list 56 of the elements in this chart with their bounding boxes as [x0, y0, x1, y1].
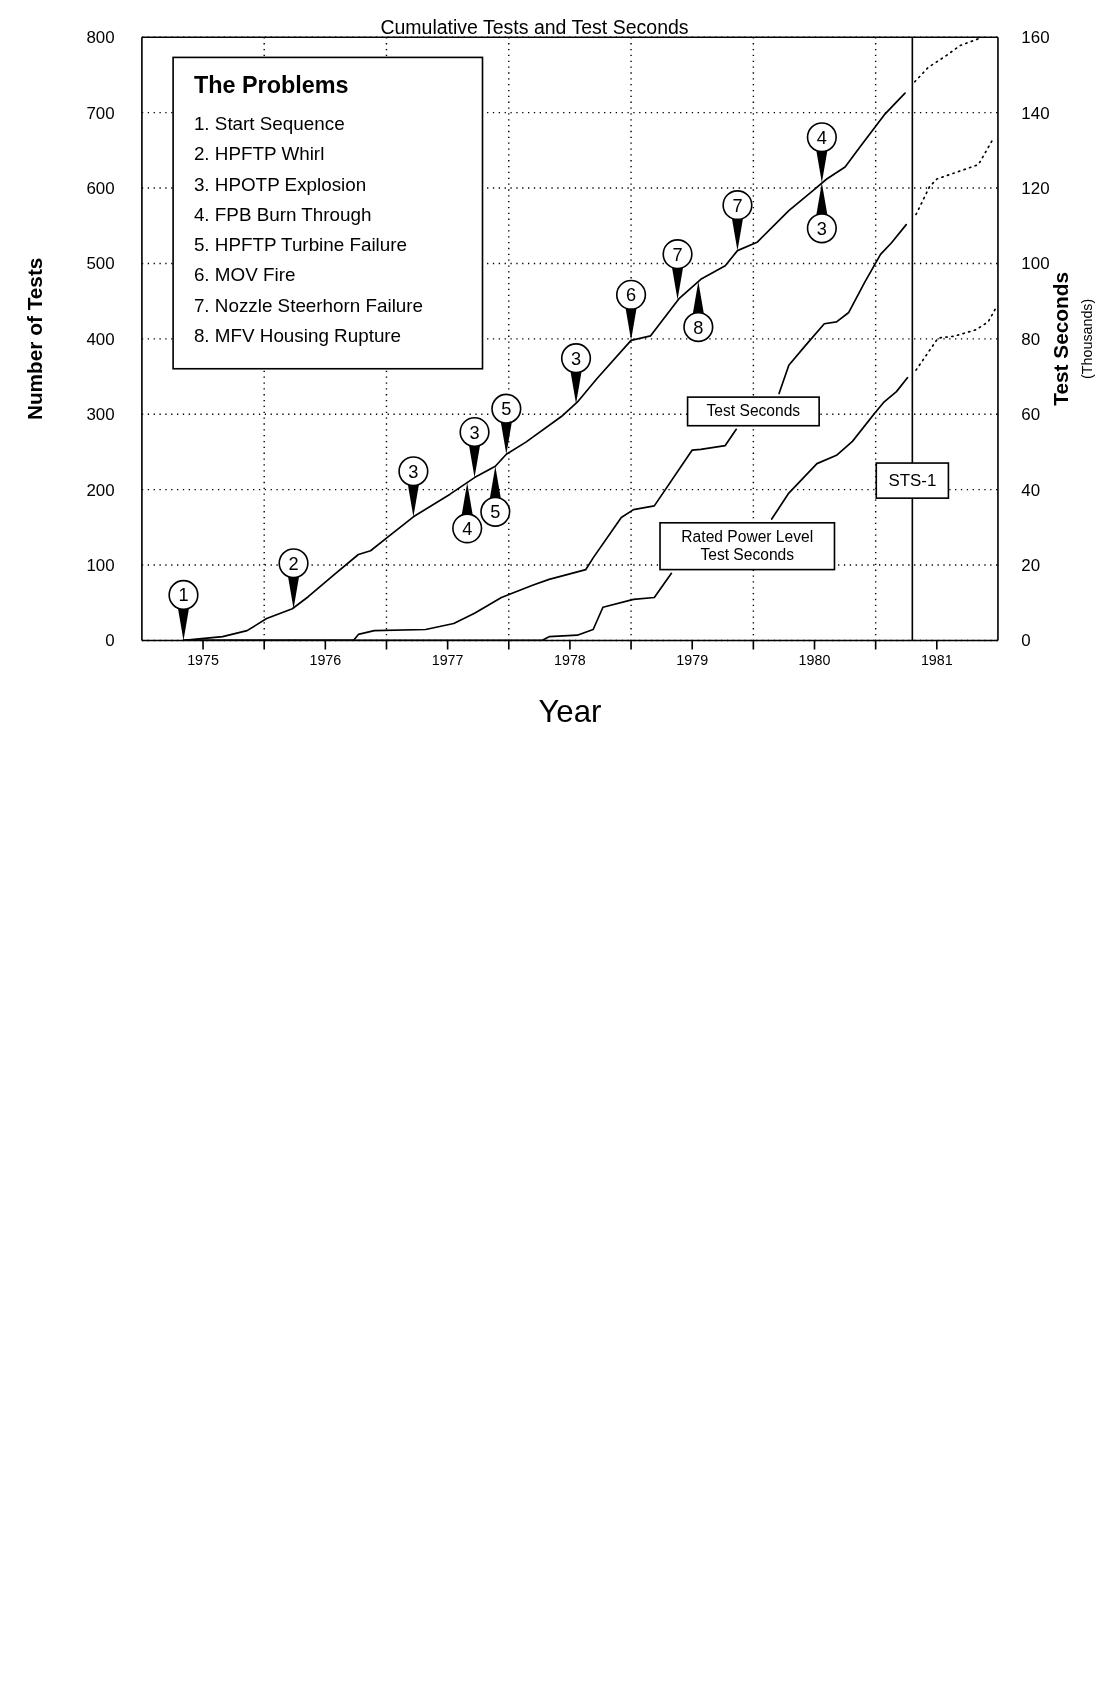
annotation: 3 [469, 422, 480, 443]
series-label: Rated Power Level Test Seconds [681, 527, 814, 563]
y-tick-label: 0 [105, 631, 115, 651]
annotation: 4 [816, 127, 827, 148]
x-tick-label: 1979 [676, 651, 709, 668]
annotation: 7. Nozzle Steerhorn Failure [193, 294, 424, 316]
y2-tick-label: 20 [1021, 556, 1041, 576]
annotation: 5 [490, 502, 501, 523]
y2-tick-label: 160 [1021, 28, 1050, 48]
x-tick-label: 1977 [431, 651, 464, 668]
y2-tick-label: 100 [1021, 254, 1050, 274]
x-tick-label: 1976 [309, 651, 342, 668]
series-label: Test Seconds [706, 401, 801, 419]
y2-tick-label: 0 [1021, 631, 1031, 651]
annotation: The Problems [193, 71, 349, 98]
y2-tick-label: 120 [1021, 179, 1050, 199]
annotation: 7 [732, 195, 743, 216]
annotation: 2. HPFTP Whirl [193, 143, 325, 165]
y-tick-label: 100 [86, 556, 115, 576]
y-tick-label: 200 [86, 480, 115, 500]
x-axis-title: Year [538, 693, 602, 729]
annotation: 6 [626, 285, 637, 306]
y2-axis-title: Test Seconds [1048, 272, 1072, 406]
y-axis-title: Number of Tests [22, 257, 46, 421]
annotation: 7 [672, 244, 683, 265]
y-tick-label: 400 [86, 329, 115, 349]
annotation: 3 [408, 461, 419, 482]
y2-tick-label: 140 [1021, 103, 1050, 123]
annotation: 5. HPFTP Turbine Failure [193, 234, 408, 256]
annotation: 8 [693, 317, 704, 338]
y-tick-label: 800 [86, 28, 115, 48]
x-tick-label: 1980 [798, 651, 831, 668]
x-tick-label: 1975 [187, 651, 219, 668]
annotation: 8. MFV Housing Rupture [193, 324, 402, 346]
y2-tick-label: 60 [1021, 405, 1041, 425]
annotation: 5 [501, 399, 512, 420]
annotation: 2 [288, 553, 299, 574]
y-tick-label: 500 [86, 254, 115, 274]
y-tick-label: 300 [86, 405, 115, 425]
annotation: 1. Start Sequence [193, 113, 345, 135]
annotation: 3. HPOTP Explosion [193, 173, 367, 195]
annotation: 1 [178, 585, 189, 606]
annotation: 4. FPB Burn Through [193, 203, 372, 225]
y2-tick-label: 80 [1021, 329, 1041, 349]
x-tick-label: 1981 [920, 651, 953, 668]
annotation: 3 [570, 348, 582, 369]
text: (Thousands) [1079, 298, 1096, 379]
annotation: 6. MOV Fire [193, 264, 296, 286]
y2-tick-label: 40 [1021, 480, 1041, 500]
x-tick-label: 1978 [554, 651, 586, 668]
ref-line-label: STS-1 [888, 471, 937, 491]
annotation: 4 [462, 518, 473, 539]
annotation: 3 [816, 218, 827, 239]
y-tick-label: 600 [86, 179, 115, 199]
chart-title: Cumulative Tests and Test Seconds [380, 16, 689, 38]
y-tick-label: 700 [86, 103, 115, 123]
